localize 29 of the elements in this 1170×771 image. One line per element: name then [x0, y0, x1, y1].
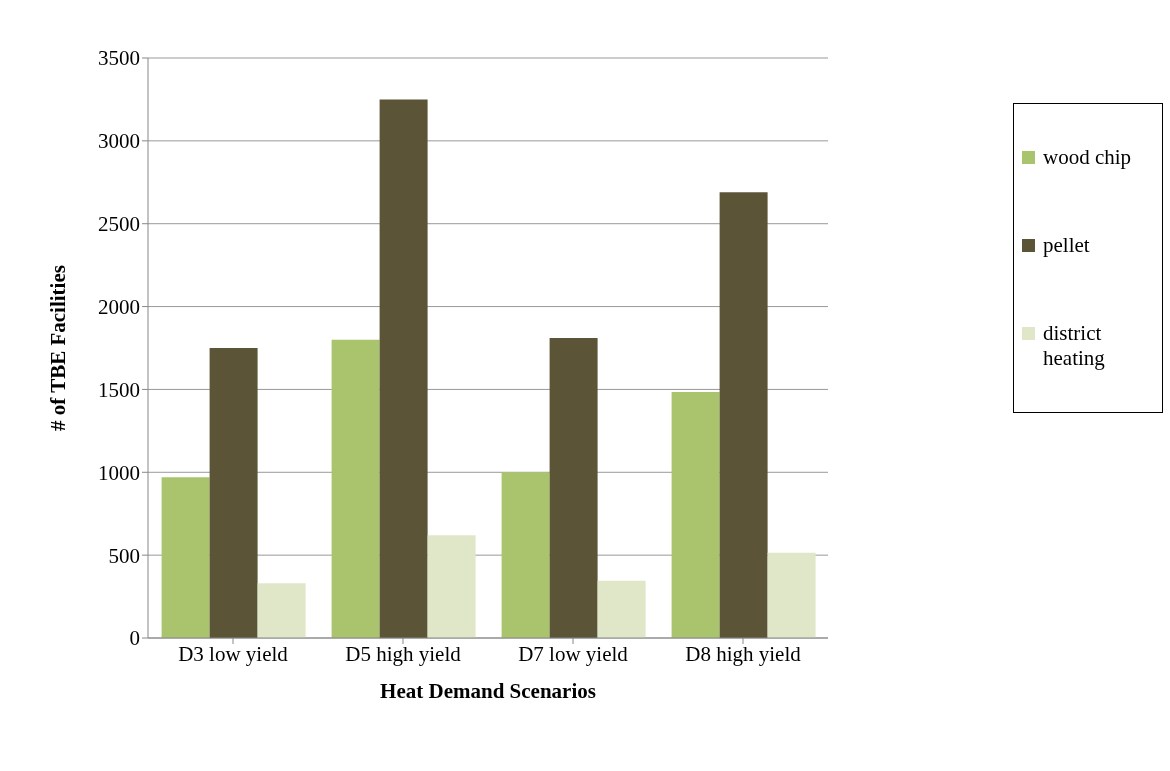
bar [427, 535, 476, 638]
y-tick-label: 2500 [98, 212, 140, 237]
x-tick-label: D8 high yield [685, 641, 802, 666]
legend-label: district heating [1043, 320, 1106, 371]
bar [379, 99, 428, 638]
bar [549, 338, 598, 638]
bar [161, 477, 210, 638]
y-tick-label: 2000 [98, 295, 140, 320]
x-tick-label: D5 high yield [345, 641, 462, 666]
bar [331, 339, 380, 638]
bar [767, 552, 816, 638]
bar [209, 348, 258, 638]
bar [671, 391, 720, 638]
bar [501, 472, 550, 638]
x-tick-label: D7 low yield [518, 641, 629, 666]
x-axis-title: Heat Demand Scenarios [380, 679, 596, 703]
y-tick-label: 3500 [98, 46, 140, 71]
y-tick-label: 1500 [98, 377, 140, 402]
bar [597, 580, 646, 638]
y-tick-label: 500 [108, 543, 140, 568]
legend-label: wood chip [1043, 145, 1132, 171]
y-axis-title: # of TBE Facilities [46, 265, 71, 431]
bar [719, 192, 768, 638]
y-tick-label: 0 [129, 626, 140, 651]
y-tick-label: 1000 [98, 460, 140, 485]
x-tick-label: D3 low yield [178, 641, 289, 666]
y-tick-label: 3000 [98, 129, 140, 154]
bar [257, 583, 306, 638]
legend-label: pellet [1043, 232, 1090, 258]
